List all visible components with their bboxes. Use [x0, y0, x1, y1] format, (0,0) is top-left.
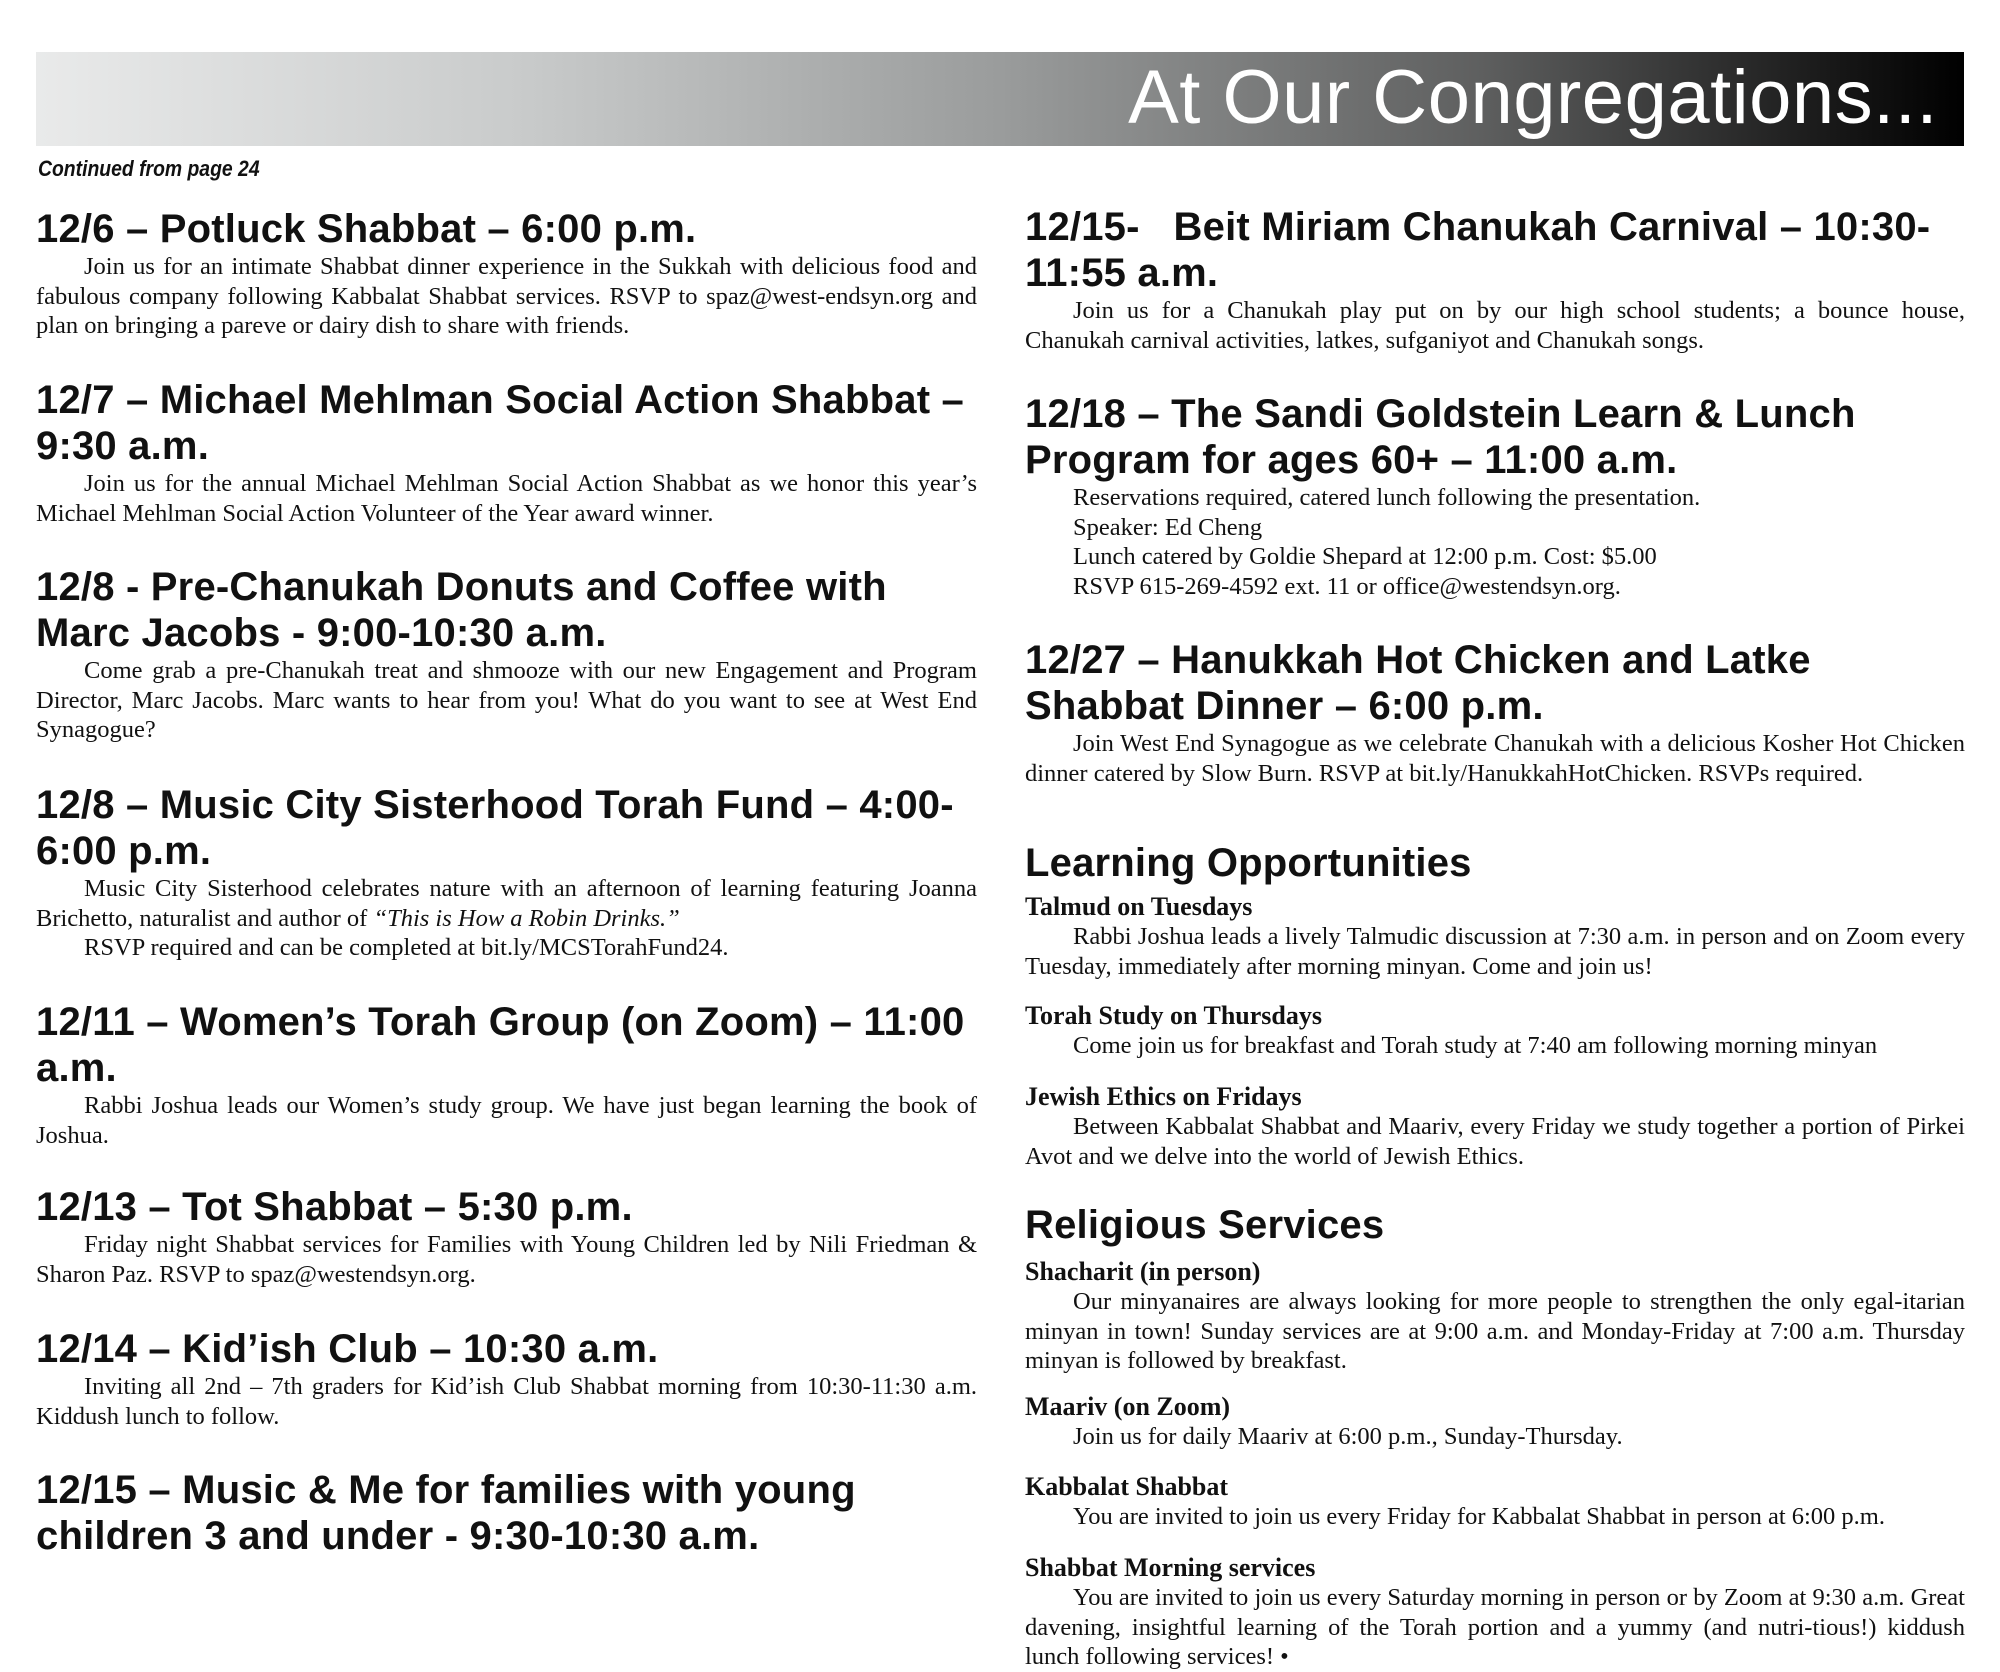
item-title: Kabbalat Shabbat: [1025, 1472, 1229, 1501]
item-text: Come join us for breakfast and Torah stu…: [1073, 1032, 1878, 1059]
event-description: Join us for a Chanukah play put on by ou…: [1025, 297, 1965, 354]
services-heading: Religious Services: [1025, 1202, 1965, 1248]
event-hot-chicken-shabbat: 12/27 – Hanukkah Hot Chicken and Latke S…: [1025, 637, 1965, 788]
event-description: Join us for an intimate Shabbat dinner e…: [36, 253, 977, 340]
service-shabbat-morning: Shabbat Morning services You are invited…: [1025, 1552, 1965, 1672]
item-title: Jewish Ethics on Fridays: [1025, 1082, 1302, 1111]
learning-jewish-ethics: Jewish Ethics on Fridays Between Kabbala…: [1025, 1081, 1965, 1171]
learning-heading: Learning Opportunities: [1025, 840, 1965, 886]
item-title: Torah Study on Thursdays: [1025, 1001, 1322, 1030]
item-title: Maariv (on Zoom): [1025, 1392, 1231, 1421]
event-torah-fund: 12/8 – Music City Sisterhood Torah Fund …: [36, 782, 977, 963]
event-description: Join us for the annual Michael Mehlman S…: [36, 470, 977, 527]
description-text: Music City Sisterhood celebrates nature …: [36, 875, 977, 932]
event-description: Inviting all 2nd – 7th graders for Kid’i…: [36, 1373, 977, 1430]
event-music-and-me: 12/15 – Music & Me for families with you…: [36, 1467, 977, 1559]
book-title: “This is How a Robin Drinks.”: [373, 904, 680, 932]
event-title: 12/6 – Potluck Shabbat – 6:00 p.m.: [36, 207, 697, 251]
event-title: 12/14 – Kid’ish Club – 10:30 a.m.: [36, 1327, 659, 1371]
item-text: Rabbi Joshua leads a lively Talmudic dis…: [1025, 923, 1965, 980]
item-text: You are invited to join us every Saturda…: [1025, 1584, 1965, 1671]
event-title: 12/8 – Music City Sisterhood Torah Fund …: [36, 783, 954, 873]
event-rsvp: RSVP 615-269-4592 ext. 11 or office@west…: [1073, 573, 1621, 601]
event-title: 12/7 – Michael Mehlman Social Action Sha…: [36, 378, 964, 468]
event-kidish-club: 12/14 – Kid’ish Club – 10:30 a.m. Inviti…: [36, 1326, 977, 1431]
event-potluck-shabbat: 12/6 – Potluck Shabbat – 6:00 p.m. Join …: [36, 206, 977, 341]
item-text: Join us for daily Maariv at 6:00 p.m., S…: [1073, 1423, 1623, 1450]
item-text: Between Kabbalat Shabbat and Maariv, eve…: [1025, 1113, 1965, 1170]
item-title: Shacharit (in person): [1025, 1257, 1261, 1286]
item-text: Our minyanaires are always looking for m…: [1025, 1288, 1965, 1375]
event-tot-shabbat: 12/13 – Tot Shabbat – 5:30 p.m. Friday n…: [36, 1184, 977, 1289]
event-speaker: Speaker: Ed Cheng: [1073, 513, 1263, 541]
event-title: 12/15- Beit Miriam Chanukah Carnival – 1…: [1025, 205, 1931, 295]
event-line: Reservations required, catered lunch fol…: [1073, 484, 1701, 511]
event-title: 12/13 – Tot Shabbat – 5:30 p.m.: [36, 1185, 633, 1229]
event-pre-chanukah-donuts: 12/8 - Pre-Chanukah Donuts and Coffee wi…: [36, 564, 977, 745]
service-shacharit: Shacharit (in person) Our minyanaires ar…: [1025, 1256, 1965, 1376]
event-title: 12/8 - Pre-Chanukah Donuts and Coffee wi…: [36, 565, 887, 655]
section-banner: At Our Congregations...: [36, 52, 1964, 146]
item-title: Talmud on Tuesdays: [1025, 892, 1253, 921]
learning-torah-study: Torah Study on Thursdays Come join us fo…: [1025, 1000, 1965, 1061]
section-heading: Learning Opportunities: [1025, 841, 1472, 885]
event-womens-torah-group: 12/11 – Women’s Torah Group (on Zoom) – …: [36, 999, 977, 1150]
event-description: Come grab a pre-Chanukah treat and shmoo…: [36, 657, 977, 744]
event-title: 12/27 – Hanukkah Hot Chicken and Latke S…: [1025, 638, 1811, 728]
service-maariv: Maariv (on Zoom) Join us for daily Maari…: [1025, 1391, 1965, 1452]
event-line: Lunch catered by Goldie Shepard at 12:00…: [1073, 543, 1657, 571]
event-description: Rabbi Joshua leads our Women’s study gro…: [36, 1092, 977, 1149]
event-description: Music City Sisterhood celebrates nature …: [36, 874, 977, 933]
learning-talmud: Talmud on Tuesdays Rabbi Joshua leads a …: [1025, 891, 1965, 981]
banner-title: At Our Congregations...: [1128, 55, 1938, 140]
event-title: 12/11 – Women’s Torah Group (on Zoom) – …: [36, 1000, 965, 1090]
event-title: 12/15 – Music & Me for families with you…: [36, 1468, 856, 1558]
event-description: Friday night Shabbat services for Famili…: [36, 1231, 977, 1288]
event-description: Join West End Synagogue as we celebrate …: [1025, 730, 1965, 787]
event-chanukah-carnival: 12/15- Beit Miriam Chanukah Carnival – 1…: [1025, 204, 1965, 355]
event-title: 12/18 – The Sandi Goldstein Learn & Lunc…: [1025, 392, 1856, 482]
continued-note: Continued from page 24: [38, 156, 260, 181]
service-kabbalat-shabbat: Kabbalat Shabbat You are invited to join…: [1025, 1471, 1965, 1532]
section-heading: Religious Services: [1025, 1203, 1385, 1247]
event-social-action-shabbat: 12/7 – Michael Mehlman Social Action Sha…: [36, 377, 977, 528]
event-rsvp: RSVP required and can be completed at bi…: [84, 934, 729, 962]
event-learn-and-lunch: 12/18 – The Sandi Goldstein Learn & Lunc…: [1025, 391, 1965, 602]
item-text: You are invited to join us every Friday …: [1073, 1503, 1885, 1530]
item-title: Shabbat Morning services: [1025, 1553, 1316, 1582]
